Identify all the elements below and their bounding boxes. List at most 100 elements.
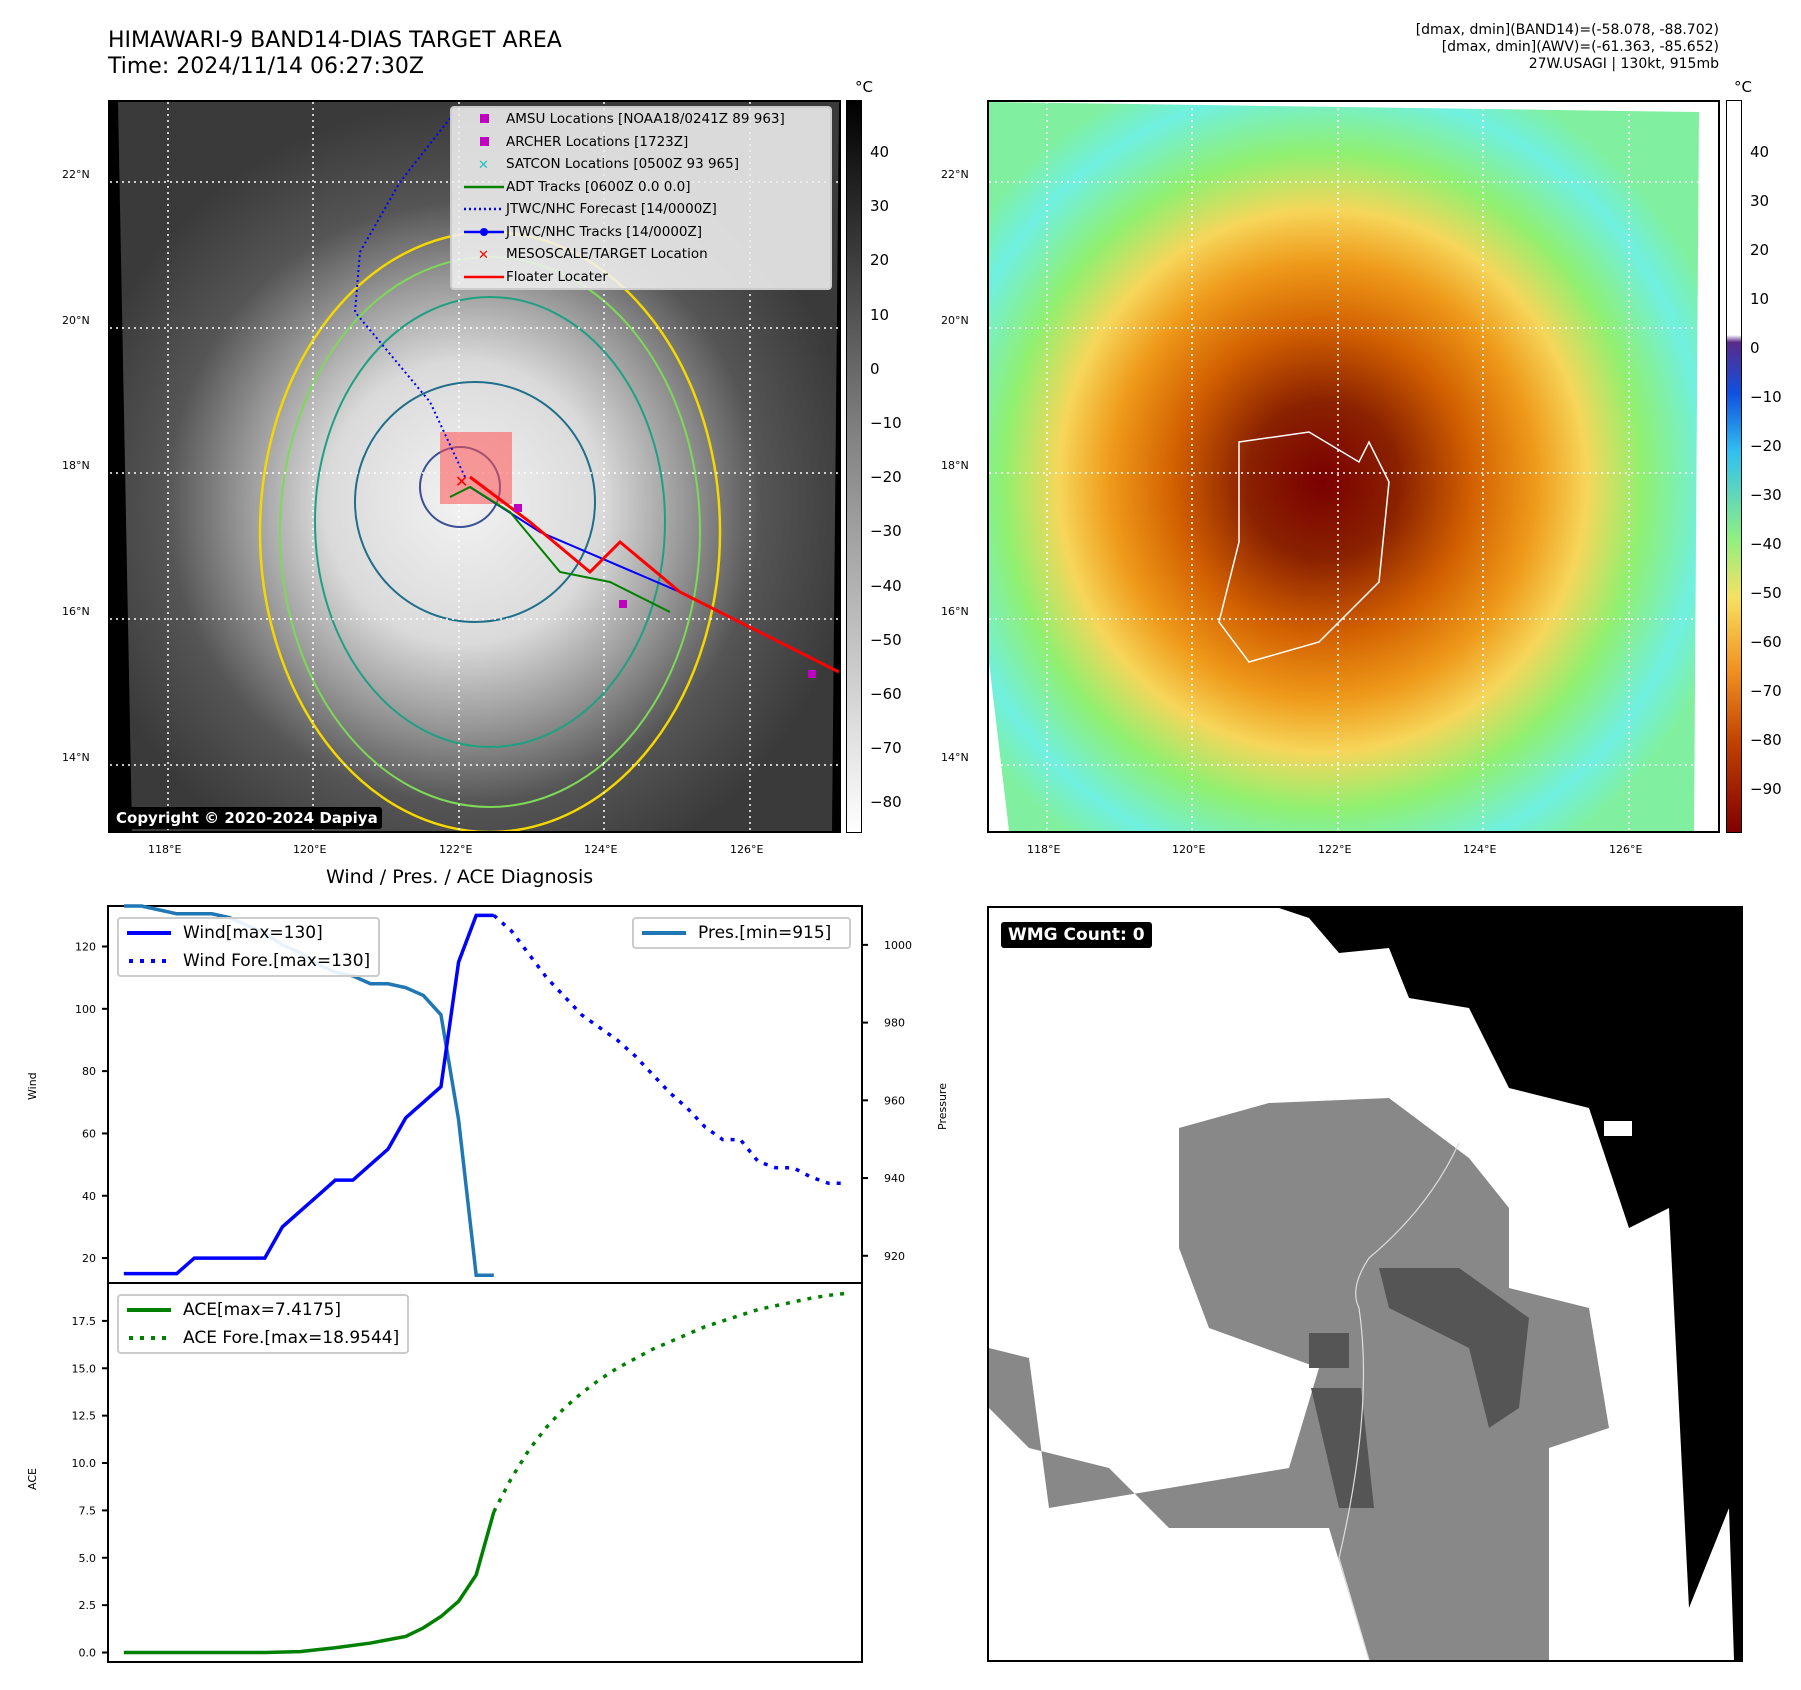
wmg-gray-region <box>989 1098 1609 1660</box>
jtwc-forecast-track <box>353 111 466 478</box>
lat-tick: 20°N <box>941 314 969 327</box>
floater-track <box>469 475 839 674</box>
legend-x-icon: ✕ <box>478 158 489 173</box>
ace-ytick-label: 2.5 <box>79 1599 97 1612</box>
ace-ytick-label: 15.0 <box>72 1362 97 1375</box>
legend-item: JTWC/NHC Forecast [14/0000Z] <box>452 198 830 221</box>
ace-legend: ACE[max=7.4175] ACE Fore.[max=18.9544] <box>117 1294 410 1354</box>
wmg-dark-region <box>1379 1268 1529 1428</box>
colorbar-tick: 0 <box>870 359 880 378</box>
contour-teal <box>314 296 666 748</box>
legend-item: ✕ SATCON Locations [0500Z 93 965] <box>452 153 830 176</box>
wind-ytick-label: 20 <box>82 1252 96 1265</box>
wind-line <box>123 913 494 1276</box>
copyright-label: Copyright © 2020-2024 Dapiya <box>112 807 382 829</box>
lat-tick: 18°N <box>62 459 90 472</box>
awv-range: [dmax, dmin](AWV)=(-61.363, -85.652) <box>1441 39 1719 55</box>
colorbar-tick: −50 <box>1750 584 1782 602</box>
colorbar-tick: 30 <box>870 197 890 216</box>
colorbar-tick: −70 <box>1750 682 1782 700</box>
storm-info: [dmax, dmin](BAND14)=(-58.078, -88.702) … <box>1416 22 1719 73</box>
pressure-legend-label: Pres.[min=915] <box>698 923 832 943</box>
legend-square-icon <box>480 136 489 146</box>
amsu-marker <box>514 504 522 512</box>
wmg-black-region <box>1279 908 1741 1660</box>
pressure-ytick-label: 960 <box>884 1094 905 1107</box>
diagnosis-title: Wind / Pres. / ACE Diagnosis <box>326 866 594 888</box>
ace-line <box>123 1511 496 1655</box>
colorbar-tick: −20 <box>870 468 902 487</box>
colorbar-tick: −20 <box>1750 437 1782 455</box>
lat-tick: 22°N <box>62 168 90 181</box>
pressure-ytick-label: 920 <box>884 1250 905 1263</box>
legend-label: MESOSCALE/TARGET Location <box>506 246 708 263</box>
legend-item: AMSU Locations [NOAA18/0241Z 89 963] <box>452 108 830 131</box>
wind-forecast-line <box>492 914 847 1186</box>
legend-item: JTWC/NHC Tracks [14/0000Z] <box>452 221 830 244</box>
target-x-marker: ✕ <box>455 472 468 491</box>
colorbar-tick: −60 <box>870 685 902 703</box>
lat-tick: 22°N <box>941 168 969 181</box>
awv-imagery <box>989 102 1699 831</box>
ir-colorbar <box>846 100 862 833</box>
title-line-1: HIMAWARI-9 BAND14-DIAS TARGET AREA <box>108 28 562 53</box>
lon-tick: 124°E <box>584 843 618 856</box>
legend-dotted-icon <box>464 208 504 211</box>
wmg-svg <box>989 908 1741 1660</box>
colorbar-tick: 40 <box>870 143 890 161</box>
svg-text:✕: ✕ <box>478 158 489 173</box>
wind-ytick-label: 120 <box>75 941 96 954</box>
pressure-legend: Pres.[min=915] <box>632 917 851 949</box>
pressure-ytick-label: 940 <box>884 1172 905 1185</box>
wmg-coastline <box>1338 1142 1460 1660</box>
legend-label: SATCON Locations [0500Z 93 965] <box>506 156 739 173</box>
pressure-ytick-label: 980 <box>884 1017 905 1030</box>
lon-tick: 122°E <box>1318 843 1352 856</box>
ace-fore-legend-dotted-icon <box>129 1336 171 1340</box>
lon-tick: 122°E <box>439 843 473 856</box>
colorbar-tick: −10 <box>870 414 902 432</box>
ace-axes-frame <box>107 1282 863 1663</box>
legend-label: ADT Tracks [0600Z 0.0 0.0] <box>506 178 691 195</box>
pressure-ytick-label: 1000 <box>884 939 912 952</box>
lon-tick: 126°E <box>1609 843 1643 856</box>
colorbar-tick: −80 <box>1750 731 1782 749</box>
figure-title: HIMAWARI-9 BAND14-DIAS TARGET AREA Time:… <box>108 28 562 80</box>
awv-map-panel <box>987 100 1720 833</box>
legend-label: JTWC/NHC Forecast [14/0000Z] <box>506 201 717 218</box>
ace-legend-solid-icon <box>127 1308 171 1312</box>
wind-legend: Wind[max=130] Wind Fore.[max=130] <box>117 917 381 977</box>
legend-label: ARCHER Locations [1723Z] <box>506 133 689 150</box>
legend-line-dot-icon <box>464 227 504 236</box>
map-legend: AMSU Locations [NOAA18/0241Z 89 963] ARCH… <box>450 106 832 290</box>
lat-tick: 16°N <box>62 605 90 618</box>
colorbar-tick: −30 <box>1750 486 1782 504</box>
ace-ytick-label: 10.0 <box>72 1457 97 1470</box>
lon-tick: 118°E <box>1027 843 1061 856</box>
storm-id-intensity: 27W.USAGI | 130kt, 915mb <box>1528 56 1719 72</box>
legend-line-icon <box>464 185 504 188</box>
lat-tick: 14°N <box>941 751 969 764</box>
colorbar-tick: 0 <box>1750 339 1760 357</box>
ace-forecast-line <box>492 1291 847 1513</box>
lon-tick: 120°E <box>1172 843 1206 856</box>
adt-track <box>449 485 671 613</box>
lon-tick: 124°E <box>1463 843 1497 856</box>
awv-gridlines <box>989 102 1718 831</box>
amsu-marker-2 <box>808 670 816 678</box>
wind-legend-solid-icon <box>127 931 171 935</box>
ace-ytick-label: 7.5 <box>79 1504 97 1517</box>
legend-x-icon: ✕ <box>478 248 489 263</box>
colorbar-tick: −40 <box>1750 535 1782 553</box>
pressure-legend-icon <box>642 931 686 935</box>
legend-square-icon <box>480 114 489 124</box>
wind-fore-legend-dotted-icon <box>129 959 171 963</box>
band14-range: [dmax, dmin](BAND14)=(-58.078, -88.702) <box>1415 22 1719 38</box>
wind-ytick-label: 80 <box>82 1065 96 1078</box>
wmg-panel: WMG Count: 0 <box>987 906 1743 1662</box>
archer-marker <box>619 600 627 608</box>
awv-map-svg <box>989 102 1718 831</box>
ace-legend-label: ACE[max=7.4175] <box>183 1300 341 1320</box>
lon-tick: 120°E <box>293 843 327 856</box>
